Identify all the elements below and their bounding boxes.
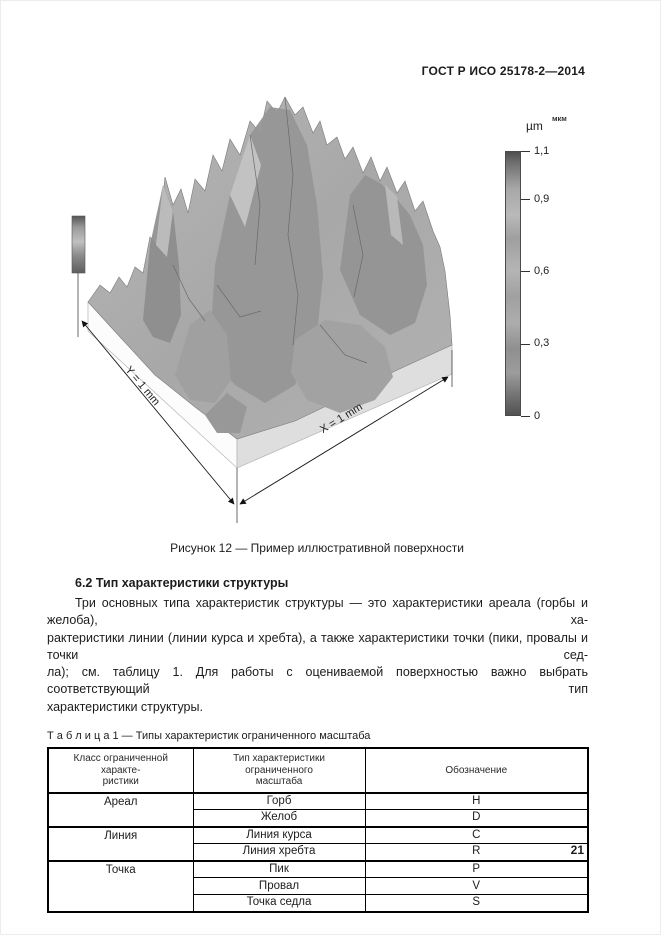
table-cell-symbol: D [364,809,589,828]
table-cell-type: Горб [192,791,366,811]
table-cell-type: Пик [192,859,366,879]
table-header-cell: Тип характеристики ограниченного масштаба [192,747,366,794]
table-cell-class: Линия [47,825,194,862]
colorbar-tick [521,343,530,345]
page-number: 21 [570,843,584,857]
content-block: 6.2 Тип характеристики структуры Три осн… [47,570,589,913]
colorbar-tick-label: 0,6 [534,264,550,277]
table-cell-class: Точка [47,859,194,913]
table-cell-type: Провал [192,877,366,896]
table-cell-type: Линия курса [192,825,366,845]
colorbar-tick [521,151,530,152]
table-cell-symbol: S [364,894,589,913]
table-header-cell: Класс ограниченной характе-ристики [47,747,194,794]
colorbar-tick-label: 1,1 [534,144,550,157]
table-row: Точка Пик P [47,859,589,913]
colorbar-unit-label-cyrillic: мкм [552,114,567,123]
table-cell-symbol: C [364,825,589,845]
section-heading: 6.2 Тип характеристики структуры [75,576,289,590]
paragraph-line: рактеристики линии (линии курса и хребта… [47,630,588,662]
relief-left-ridge [143,185,181,343]
colorbar-tick-label: 0 [534,409,541,422]
relief-highlight-2 [156,185,173,257]
body-paragraph: Три основных типа характеристик структур… [47,595,588,716]
table-cell-symbol: H [364,791,589,811]
table-cell-type: Линия хребта [192,843,366,862]
colorbar-gradient [505,151,521,416]
table-body: Ареал Горб H Желоб D Линия Линия курса C Линия х… [47,791,589,913]
y-dimension-arrow [81,320,235,505]
table-header-cell: Обозначение [364,747,589,794]
table-header-row: Класс ограниченной характе-ристики Тип ха… [47,747,589,794]
table-row: Желоб D [48,809,589,828]
table-row: Линия Линия курса C [47,825,589,862]
colorbar-tick-label: 0,3 [534,337,550,350]
colorbar-tick-label: 0,9 [534,192,550,205]
table-cell-class: Ареал [47,791,194,828]
table-cell-symbol: P [364,859,589,879]
z-reference-bar [71,215,86,274]
surface-plot-svg: Y = 1 mm X = 1 mm [71,96,453,523]
document-header: ГОСТ Р ИСО 25178-2—2014 [421,64,585,78]
table-row: Точка седла S [48,894,589,913]
paragraph-line: ла); см. таблицу 1. Для работы с оценива… [47,665,588,697]
characteristics-table: Класс ограниченной характе-ристики Тип ха… [47,747,589,913]
table-cell-type: Точка седла [192,894,366,913]
paragraph-line: характеристики структуры. [47,699,203,714]
x-dimension-arrow [239,376,449,505]
table-row: Ареал Горб H [47,791,589,828]
colorbar-unit-label: µm [526,119,543,133]
colorbar: µm мкм 1,1 0,9 0,6 0,3 0 [500,113,610,443]
relief-crevices [172,96,368,364]
table-cell-symbol: R [364,843,589,862]
figure-caption: Рисунок 12 — Пример иллюстративной повер… [170,541,464,555]
colorbar-tick [521,416,530,417]
table-caption: Т а б л и ц а 1 — Типы характеристик огр… [47,730,371,743]
colorbar-tick [521,199,530,201]
colorbar-tick [521,271,530,273]
table-cell-type: Желоб [192,809,366,828]
surface-figure: Y = 1 mm X = 1 mm [55,85,475,535]
relief-highlight-3 [385,185,403,245]
table-row: Линия хребта R [48,843,589,862]
paragraph-line: Три основных типа характеристик структур… [47,596,588,628]
table-cell-symbol: V [364,877,589,896]
dimension-extension-lines [77,273,453,523]
relief-right-cluster [340,175,427,335]
